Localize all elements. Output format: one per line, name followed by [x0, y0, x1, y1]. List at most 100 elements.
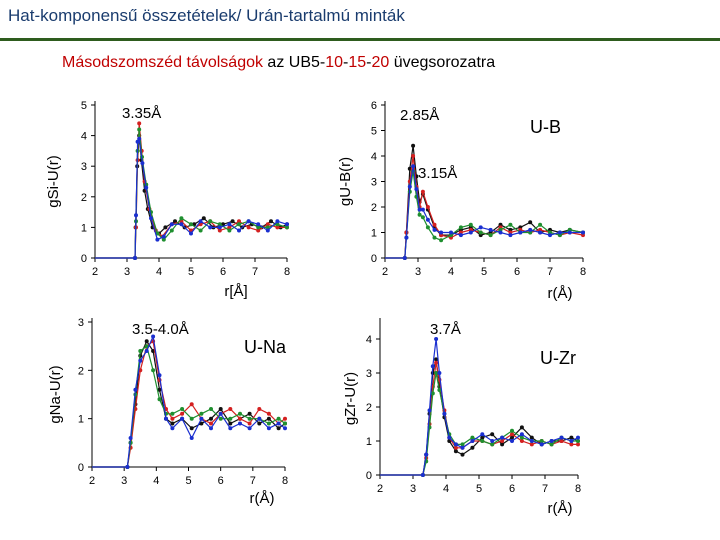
- data-point-red: [265, 222, 270, 227]
- data-point-blue: [468, 230, 473, 235]
- x-tick-label: 6: [514, 266, 520, 278]
- panel-label: U-Zr: [540, 348, 576, 368]
- slide-subtitle: Másodszomszéd távolságok az UB5-10-15-20…: [62, 54, 495, 72]
- data-point-blue: [137, 136, 142, 141]
- data-point-blue: [458, 233, 463, 238]
- data-point-green: [488, 233, 493, 238]
- data-point-blue: [164, 416, 168, 421]
- data-point-red: [420, 189, 425, 194]
- page-title: Hat-komponensű összetételek/ Urán-tartal…: [8, 6, 405, 25]
- x-tick-label: 8: [284, 266, 290, 278]
- y-tick-label: 0: [371, 253, 377, 265]
- data-point-green: [227, 228, 232, 233]
- subtitle-part: -: [343, 54, 349, 71]
- data-point-blue: [125, 465, 130, 469]
- data-point-blue: [247, 426, 252, 431]
- data-point-black: [500, 442, 505, 447]
- subtitle-part: üvegsorozatra: [389, 54, 496, 71]
- series-line-red: [380, 362, 578, 476]
- subtitle-part: az: [262, 54, 289, 71]
- data-point-green: [266, 421, 271, 426]
- data-point-green: [138, 349, 143, 353]
- x-tick-label: 4: [443, 483, 449, 495]
- y-tick-label: 2: [81, 192, 87, 204]
- data-point-red: [247, 421, 252, 426]
- data-point-blue: [529, 439, 534, 443]
- x-tick-label: 5: [476, 483, 482, 495]
- x-tick-label: 3: [124, 266, 130, 278]
- data-point-green: [510, 428, 514, 433]
- data-point-blue: [490, 439, 495, 443]
- data-point-blue: [432, 227, 437, 232]
- x-tick-label: 7: [250, 475, 256, 487]
- x-axis-label: r(Å): [548, 285, 573, 302]
- data-point-green: [217, 222, 222, 227]
- data-point-blue: [538, 230, 543, 235]
- data-point-blue: [151, 334, 156, 339]
- data-point-green: [437, 388, 442, 392]
- series-line-black: [95, 135, 288, 259]
- data-point-black: [529, 435, 534, 440]
- data-point-blue: [169, 222, 174, 227]
- data-point-blue: [133, 256, 137, 260]
- data-point-red: [283, 416, 287, 421]
- y-tick-label: 0: [366, 470, 372, 482]
- data-point-blue: [500, 435, 505, 440]
- data-point-red: [238, 416, 242, 421]
- data-point-black: [170, 421, 175, 426]
- data-point-black: [519, 425, 524, 430]
- data-point-blue: [404, 235, 409, 240]
- x-tick-label: 6: [218, 475, 224, 487]
- data-point-blue: [170, 426, 175, 431]
- data-point-green: [179, 216, 184, 221]
- y-tick-label: 1: [371, 228, 377, 240]
- data-point-green: [417, 212, 422, 217]
- x-tick-label: 3: [410, 483, 416, 495]
- data-point-blue: [285, 222, 289, 227]
- data-point-green: [247, 416, 252, 421]
- data-point-blue: [238, 421, 242, 426]
- data-point-green: [157, 397, 162, 402]
- data-point-green: [285, 225, 289, 230]
- data-point-green: [170, 411, 175, 416]
- series-line-green: [380, 372, 578, 476]
- data-point-red: [228, 407, 233, 411]
- data-point-blue: [407, 184, 412, 189]
- data-point-blue: [227, 222, 232, 227]
- data-point-blue: [237, 228, 241, 233]
- series-line-black: [380, 359, 579, 476]
- data-point-blue: [569, 439, 574, 443]
- data-point-green: [144, 344, 149, 349]
- data-point-blue: [209, 426, 213, 431]
- y-tick-label: 3: [78, 317, 84, 329]
- data-point-green: [420, 215, 425, 220]
- data-point-blue: [519, 432, 524, 437]
- data-point-blue: [480, 432, 485, 437]
- data-point-red: [137, 121, 142, 126]
- data-point-green: [198, 228, 203, 233]
- series-line-green: [385, 171, 584, 259]
- data-point-blue: [144, 185, 149, 190]
- data-point-green: [208, 219, 213, 224]
- data-point-red: [500, 439, 505, 443]
- data-point-green: [434, 371, 439, 375]
- data-point-green: [209, 407, 213, 411]
- data-point-black: [276, 426, 281, 431]
- data-point-blue: [266, 426, 271, 431]
- x-tick-label: 6: [509, 483, 515, 495]
- data-point-blue: [265, 228, 270, 233]
- data-point-blue: [138, 358, 143, 363]
- data-point-green: [468, 222, 473, 227]
- data-point-blue: [198, 219, 203, 224]
- y-tick-label: 0: [78, 462, 84, 474]
- data-point-blue: [283, 426, 287, 431]
- data-point-black: [173, 219, 177, 224]
- y-tick-label: 6: [371, 100, 377, 112]
- data-point-blue: [518, 230, 523, 235]
- data-point-blue: [189, 436, 194, 440]
- peak-annotation: 2.85Å: [400, 107, 439, 124]
- data-point-red: [559, 439, 564, 443]
- data-point-red: [209, 421, 213, 426]
- y-tick-label: 5: [371, 126, 377, 138]
